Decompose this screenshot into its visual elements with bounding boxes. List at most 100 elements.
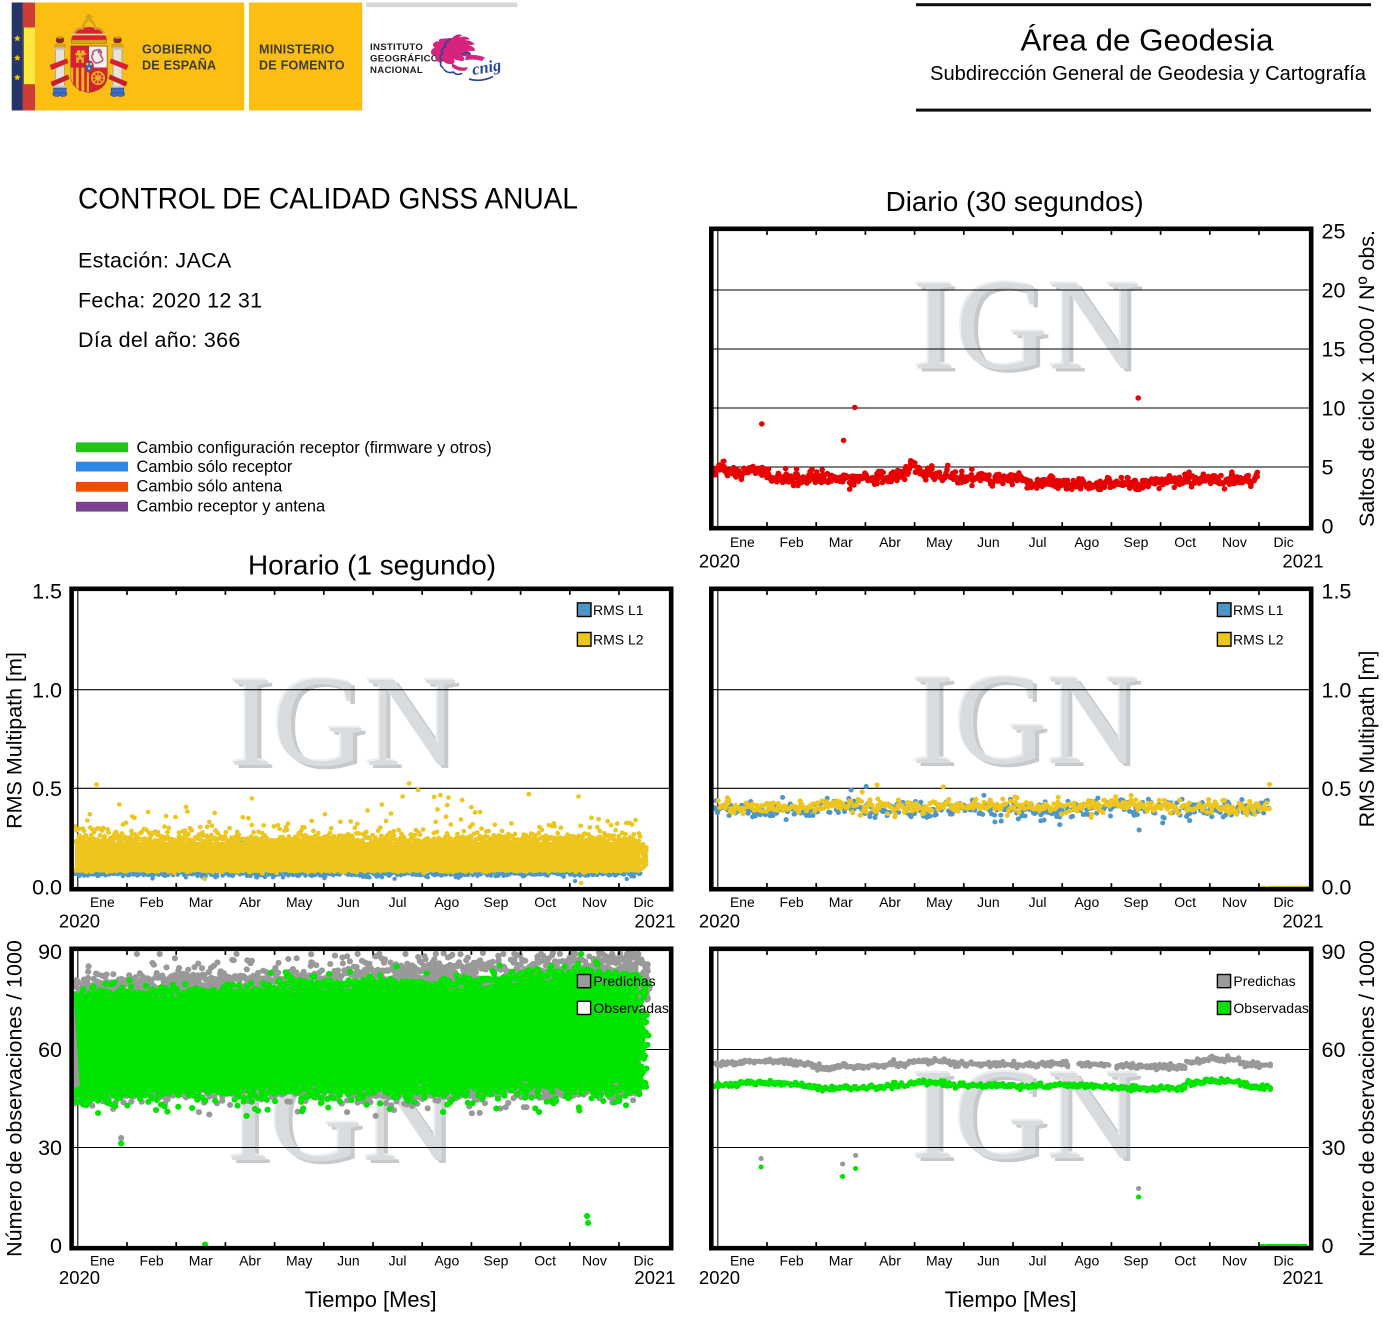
- svg-text:Oct: Oct: [1174, 534, 1196, 550]
- svg-text:30: 30: [1322, 1136, 1346, 1160]
- svg-text:2020: 2020: [699, 550, 740, 571]
- svg-text:GOBIERNO: GOBIERNO: [142, 43, 212, 57]
- svg-text:90: 90: [1322, 940, 1346, 964]
- svg-text:30: 30: [38, 1136, 62, 1160]
- svg-text:2020: 2020: [59, 1267, 100, 1288]
- svg-text:Jun: Jun: [977, 894, 1000, 910]
- svg-text:Sep: Sep: [484, 894, 509, 910]
- svg-text:20: 20: [1322, 279, 1346, 303]
- svg-text:Ago: Ago: [1074, 1253, 1099, 1269]
- svg-text:Saltos de ciclo x 1000 / Nº ob: Saltos de ciclo x 1000 / Nº obs.: [1355, 230, 1379, 527]
- svg-text:Abr: Abr: [879, 894, 901, 910]
- svg-text:Feb: Feb: [780, 1253, 804, 1269]
- svg-text:Diario (30 segundos): Diario (30 segundos): [886, 186, 1144, 217]
- svg-text:Abr: Abr: [879, 1253, 901, 1269]
- svg-text:2021: 2021: [634, 910, 675, 931]
- svg-text:1.5: 1.5: [32, 580, 62, 604]
- svg-text:Feb: Feb: [780, 534, 804, 550]
- svg-text:DE FOMENTO: DE FOMENTO: [259, 58, 345, 72]
- svg-text:5: 5: [1322, 456, 1334, 480]
- svg-text:Cambio configuración receptor: Cambio configuración receptor (firmware …: [137, 439, 492, 457]
- svg-text:RMS Multipath [m]: RMS Multipath [m]: [1355, 651, 1379, 828]
- svg-text:2021: 2021: [634, 1267, 675, 1288]
- svg-text:Dic: Dic: [1273, 1253, 1293, 1269]
- svg-text:Jul: Jul: [1029, 1253, 1047, 1269]
- svg-text:Ene: Ene: [90, 894, 115, 910]
- svg-text:Mar: Mar: [829, 1253, 853, 1269]
- svg-text:Ago: Ago: [1074, 894, 1099, 910]
- svg-text:Mar: Mar: [189, 894, 213, 910]
- svg-text:Ago: Ago: [434, 1253, 459, 1269]
- svg-text:25: 25: [1322, 220, 1346, 244]
- svg-text:Cambio sólo antena: Cambio sólo antena: [137, 478, 284, 496]
- svg-text:cnig: cnig: [470, 55, 502, 79]
- svg-text:Abr: Abr: [239, 1253, 261, 1269]
- svg-text:May: May: [926, 534, 952, 550]
- svg-text:Nov: Nov: [1222, 1253, 1247, 1269]
- svg-text:Sep: Sep: [1124, 1253, 1149, 1269]
- svg-text:IGN: IGN: [917, 257, 1145, 401]
- svg-text:Jul: Jul: [1029, 894, 1047, 910]
- svg-text:60: 60: [1322, 1038, 1346, 1062]
- svg-text:0.0: 0.0: [1322, 876, 1352, 900]
- svg-text:Jun: Jun: [977, 534, 1000, 550]
- svg-text:Nov: Nov: [582, 1253, 607, 1269]
- svg-text:Abr: Abr: [879, 534, 901, 550]
- svg-text:Ago: Ago: [1074, 534, 1099, 550]
- svg-text:Jun: Jun: [337, 1253, 360, 1269]
- svg-text:Feb: Feb: [140, 894, 164, 910]
- svg-text:Jun: Jun: [337, 894, 360, 910]
- svg-text:90: 90: [38, 940, 62, 964]
- svg-text:RMS L2: RMS L2: [593, 631, 644, 647]
- svg-text:Dic: Dic: [633, 894, 653, 910]
- svg-text:Cambio sólo receptor: Cambio sólo receptor: [137, 458, 293, 476]
- svg-text:Ago: Ago: [434, 894, 459, 910]
- svg-text:RMS L1: RMS L1: [593, 602, 644, 618]
- svg-text:Predichas: Predichas: [593, 973, 655, 989]
- svg-text:GEOGRÁFICO: GEOGRÁFICO: [370, 53, 439, 65]
- svg-text:0.0: 0.0: [32, 876, 62, 900]
- svg-text:Predichas: Predichas: [1233, 973, 1295, 989]
- svg-text:May: May: [926, 1253, 952, 1269]
- svg-text:0: 0: [1322, 515, 1334, 539]
- svg-text:Nov: Nov: [1222, 894, 1247, 910]
- svg-text:2020: 2020: [59, 910, 100, 931]
- svg-text:INSTITUTO: INSTITUTO: [370, 42, 423, 53]
- svg-text:10: 10: [1322, 397, 1346, 421]
- svg-text:Nov: Nov: [1222, 534, 1247, 550]
- svg-text:1.0: 1.0: [1322, 678, 1352, 702]
- svg-text:May: May: [926, 894, 952, 910]
- svg-text:Cambio receptor y antena: Cambio receptor y antena: [137, 497, 326, 515]
- svg-text:Jul: Jul: [389, 894, 407, 910]
- svg-text:2021: 2021: [1282, 910, 1323, 931]
- svg-text:2020: 2020: [699, 910, 740, 931]
- svg-text:Oct: Oct: [1174, 894, 1196, 910]
- svg-text:Oct: Oct: [534, 894, 556, 910]
- svg-text:Ene: Ene: [730, 894, 755, 910]
- svg-text:CONTROL DE CALIDAD GNSS ANUAL: CONTROL DE CALIDAD GNSS ANUAL: [78, 183, 578, 216]
- svg-text:Dic: Dic: [1273, 894, 1293, 910]
- svg-text:NACIONAL: NACIONAL: [370, 65, 423, 76]
- svg-text:15: 15: [1322, 338, 1346, 362]
- svg-text:IGN: IGN: [913, 254, 1141, 398]
- svg-text:2021: 2021: [1282, 1267, 1323, 1288]
- svg-text:Abr: Abr: [239, 894, 261, 910]
- svg-text:May: May: [286, 894, 312, 910]
- svg-text:IGN: IGN: [228, 648, 456, 792]
- svg-text:IGN: IGN: [916, 651, 1144, 795]
- svg-text:Día del año: 366: Día del año: 366: [78, 328, 241, 352]
- svg-text:Ene: Ene: [730, 534, 755, 550]
- svg-text:Estación: JACA: Estación: JACA: [78, 249, 232, 273]
- svg-text:2021: 2021: [1282, 550, 1323, 571]
- svg-text:1.5: 1.5: [1322, 580, 1352, 604]
- svg-text:DE ESPAÑA: DE ESPAÑA: [142, 57, 216, 72]
- svg-text:Sep: Sep: [1124, 894, 1149, 910]
- svg-text:1.0: 1.0: [32, 678, 62, 702]
- svg-text:Subdirección General de Geodes: Subdirección General de Geodesia y Carto…: [930, 62, 1367, 85]
- svg-text:RMS L2: RMS L2: [1233, 631, 1284, 647]
- svg-text:0.5: 0.5: [1322, 777, 1352, 801]
- svg-text:Oct: Oct: [534, 1253, 556, 1269]
- svg-text:0: 0: [1322, 1234, 1334, 1258]
- svg-text:2020: 2020: [699, 1267, 740, 1288]
- svg-text:60: 60: [38, 1038, 62, 1062]
